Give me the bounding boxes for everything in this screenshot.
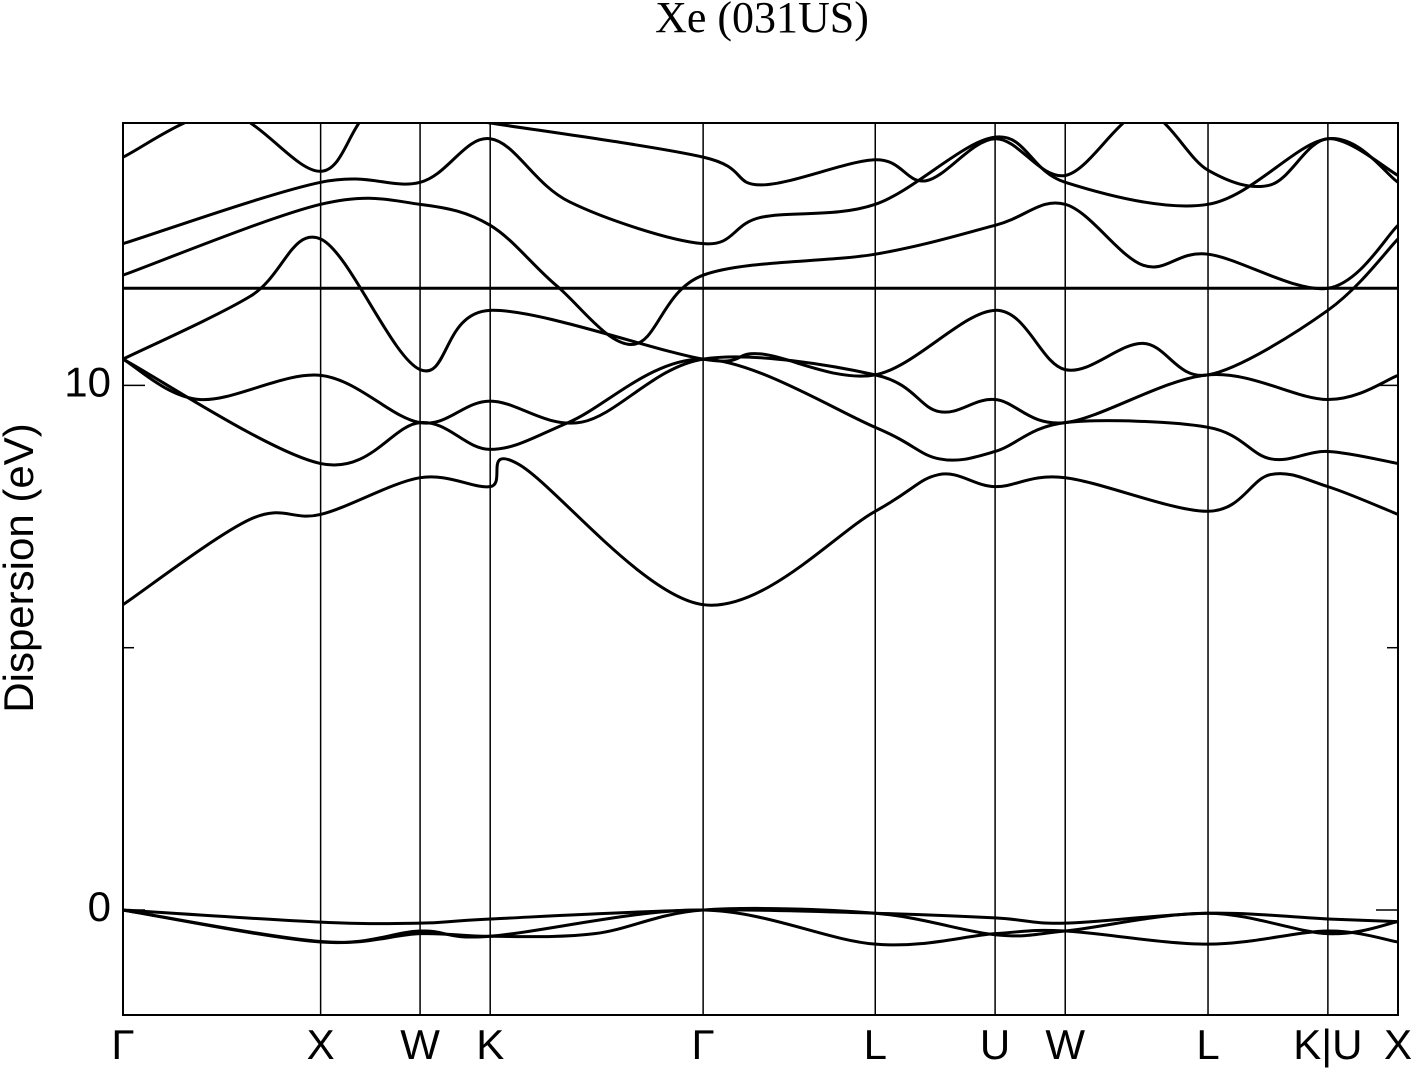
band-line	[123, 235, 1398, 378]
x-tick-label: Γ	[111, 1021, 134, 1068]
band-line	[123, 123, 1398, 189]
band-line	[123, 196, 1398, 346]
y-tick-label: 0	[88, 883, 111, 930]
band-line	[123, 357, 1398, 467]
x-tick-label: K	[476, 1021, 504, 1068]
x-tick-label: Γ	[692, 1021, 715, 1068]
x-tick-label: U	[980, 1021, 1010, 1068]
plot-frame	[122, 122, 1399, 1016]
band-line	[123, 906, 1398, 944]
x-tick-label: W	[1045, 1021, 1085, 1068]
band-line	[123, 135, 1398, 246]
band-line	[123, 355, 1398, 425]
x-tick-label: X	[1384, 1021, 1412, 1068]
plot-area	[123, 123, 1398, 947]
y-tick-label: 10	[64, 358, 111, 405]
x-tick-label: L	[864, 1021, 887, 1068]
band-line	[123, 457, 1398, 607]
x-tick-label: K|U	[1293, 1021, 1362, 1068]
x-tick-label: W	[400, 1021, 440, 1068]
x-tick-label: L	[1196, 1021, 1219, 1068]
chart-title: Xe (031US)	[655, 0, 869, 42]
x-tick-label: X	[307, 1021, 335, 1068]
y-axis-label: Dispersion (eV)	[0, 423, 42, 712]
